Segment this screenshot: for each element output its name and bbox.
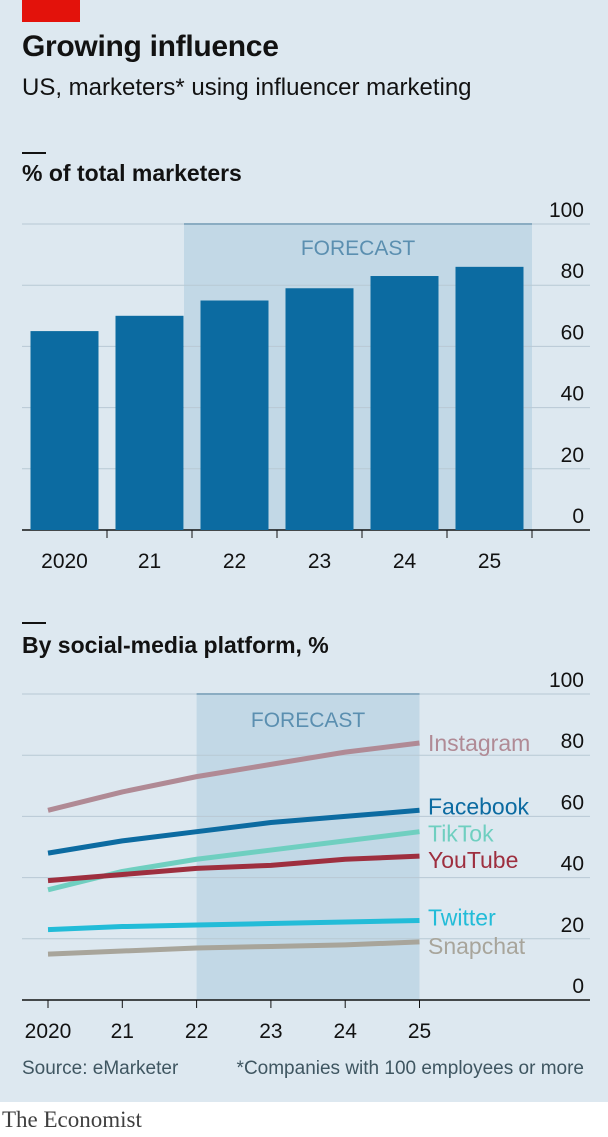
line-chart-title: By social-media platform, % (22, 632, 329, 658)
section-rule-2 (22, 622, 46, 624)
source-note: Source: eMarketer (22, 1058, 179, 1079)
x-tick-label: 21 (111, 1020, 134, 1043)
series-label-twitter: Twitter (428, 904, 496, 930)
x-tick-label: 24 (334, 1020, 358, 1043)
x-tick-label: 2020 (25, 1020, 72, 1043)
chart-panel: Growing influence US, marketers* using i… (0, 0, 608, 1102)
series-line-instagram (47, 740, 420, 813)
y-tick-label: 60 (561, 321, 584, 344)
x-tick-label: 21 (138, 550, 161, 573)
series-label-snapchat: Snapchat (428, 933, 526, 959)
line-chart: FORECAST 0 20 40 60 80 100 2020 21 22 23 24 25 Instag… (22, 670, 590, 1043)
series-line-snapchat (47, 939, 420, 957)
y-tick-label: 40 (561, 853, 584, 876)
series-label-facebook: Facebook (428, 793, 530, 819)
y-tick-label: 20 (561, 914, 584, 937)
forecast-label: FORECAST (251, 709, 366, 732)
x-tick-label: 23 (308, 550, 331, 573)
chart-title: Growing influence (22, 30, 279, 63)
y-tick-label: 0 (572, 975, 584, 998)
y-tick-label: 0 (572, 505, 584, 528)
forecast-label: FORECAST (301, 237, 416, 260)
series-line-youtube (47, 853, 420, 884)
bar-chart: FORECAST 0 20 40 60 80 100 2020 21 22 23 24 25 (22, 199, 590, 573)
y-tick-label: 100 (549, 670, 584, 692)
bar-chart-title: % of total marketers (22, 160, 242, 186)
series-label-tiktok: TikTok (428, 821, 494, 847)
series-label-youtube: YouTube (428, 847, 518, 873)
series-line-facebook (47, 807, 420, 856)
brand-red-tag (22, 0, 80, 22)
section-rule-1 (22, 152, 46, 154)
x-tick-label: 22 (185, 1020, 208, 1043)
x-tick-label: 2020 (41, 550, 88, 573)
brand-logo: The Economist (2, 1107, 142, 1132)
chart-subtitle: US, marketers* using influencer marketin… (22, 74, 472, 101)
x-tick-label: 24 (393, 550, 417, 573)
bar (455, 266, 524, 530)
y-tick-label: 80 (561, 260, 584, 283)
series-label-instagram: Instagram (428, 730, 530, 756)
bar (370, 276, 439, 530)
x-tick-label: 25 (478, 550, 501, 573)
y-tick-label: 20 (561, 444, 584, 467)
bar (285, 288, 354, 530)
x-tick-label: 23 (259, 1020, 282, 1043)
y-tick-label: 100 (549, 199, 584, 222)
y-tick-label: 60 (561, 791, 584, 814)
y-tick-label: 40 (561, 383, 584, 406)
bar (30, 331, 99, 530)
x-tick-label: 25 (408, 1020, 431, 1043)
bar (115, 315, 184, 530)
bar (200, 300, 269, 530)
series-line-twitter (47, 917, 420, 933)
footnote: *Companies with 100 employees or more (236, 1058, 584, 1079)
x-tick-label: 22 (223, 550, 246, 573)
y-tick-label: 80 (561, 730, 584, 753)
